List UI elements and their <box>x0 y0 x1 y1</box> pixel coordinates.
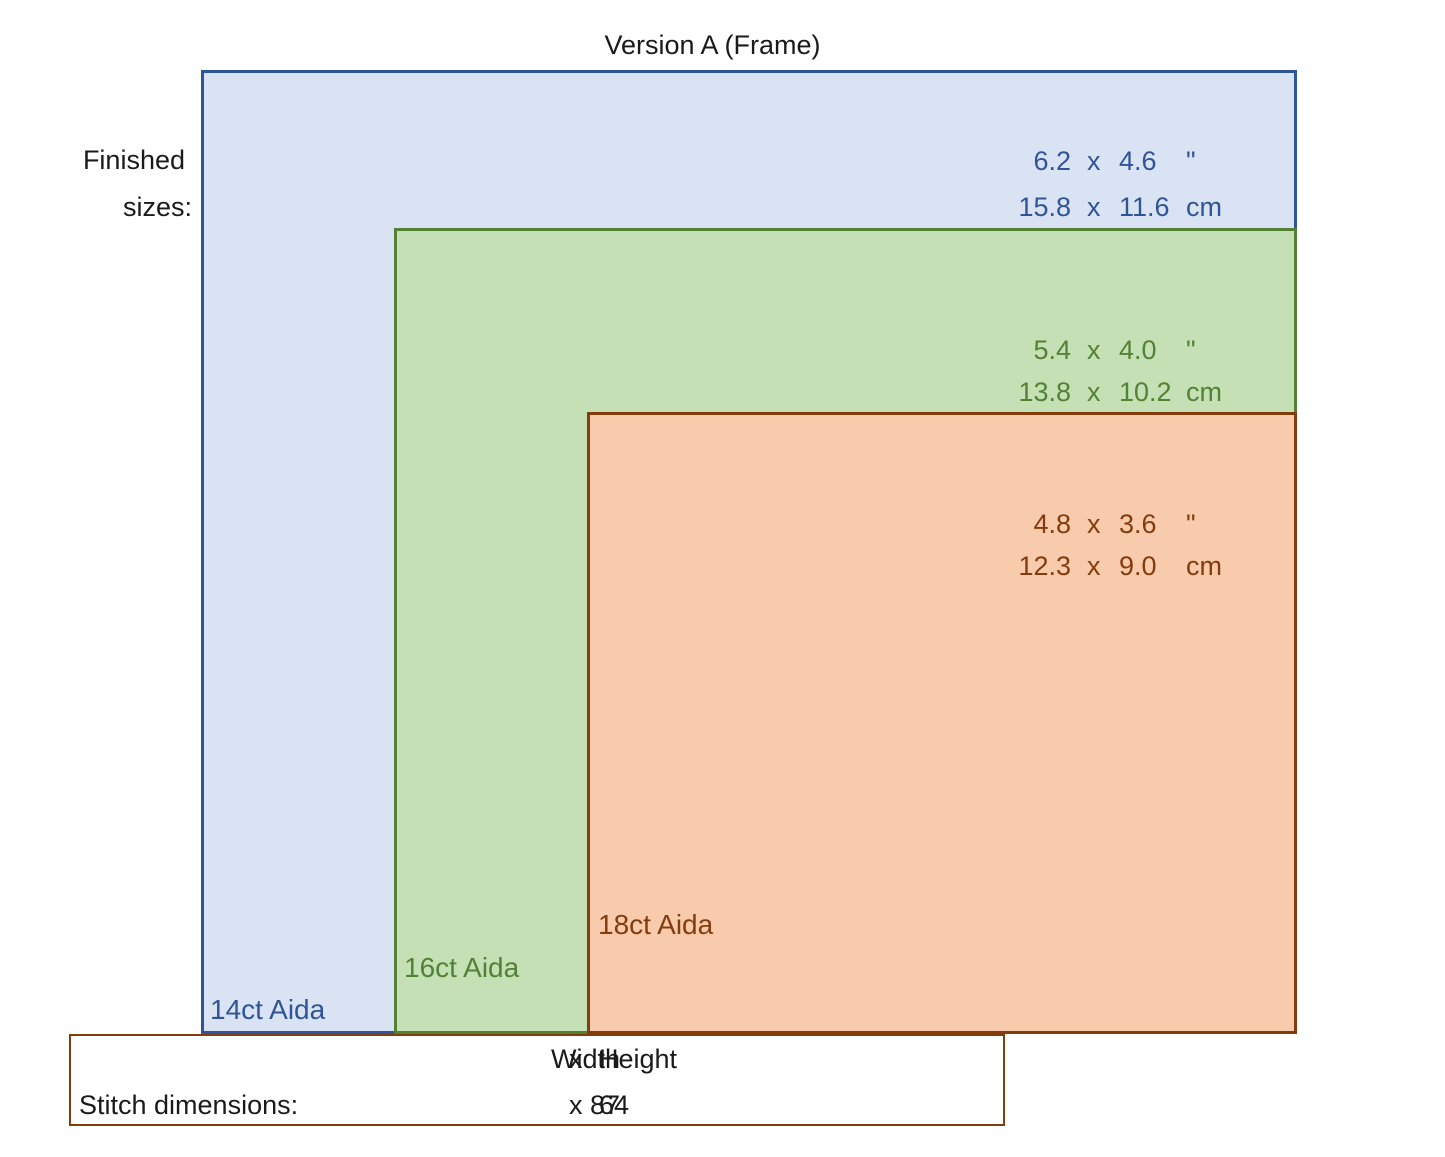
stitch-width-value: 87 <box>589 1090 620 1120</box>
aida-14ct-cm: 15.8 x 11.6 cm <box>0 192 1445 226</box>
aida-18ct-label: 18ct Aida <box>598 909 714 940</box>
aida-16ct-cm-height: 10.2 <box>1119 377 1172 407</box>
aida-18ct-inches-height: 3.6 <box>1119 509 1157 539</box>
stitch-header-x: x <box>569 1044 583 1074</box>
aida-18ct-inches: 4.8 x 3.6 " <box>0 509 1445 543</box>
finished-sizes-label-line1: Finished <box>82 145 185 175</box>
stitch-height-value: 64 <box>599 1090 630 1120</box>
stitch-header-height: Height <box>599 1044 678 1074</box>
aida-16ct-cm-x: x <box>1087 377 1101 407</box>
finished-sizes-label-line2: sizes: <box>122 192 192 222</box>
aida-18ct-rect <box>587 412 1297 1034</box>
aida-18ct-cm-width: 12.3 <box>1018 551 1071 581</box>
aida-18ct-inches-width: 4.8 <box>1033 509 1071 539</box>
aida-18ct-inches-x: x <box>1087 509 1101 539</box>
aida-16ct-inches-x: x <box>1087 335 1101 365</box>
aida-18ct-cm: 12.3 x 9.0 cm <box>0 551 1445 585</box>
aida-14ct-cm-x: x <box>1087 192 1101 222</box>
aida-16ct-inches: 5.4 x 4.0 " <box>0 335 1445 369</box>
aida-14ct-inches-height: 4.6 <box>1119 146 1157 176</box>
aida-16ct-inches-unit: " <box>1186 335 1196 365</box>
aida-16ct-inches-height: 4.0 <box>1119 335 1157 365</box>
aida-16ct-label: 16ct Aida <box>404 952 520 983</box>
aida-18ct-cm-unit: cm <box>1186 551 1222 581</box>
aida-18ct-cm-x: x <box>1087 551 1101 581</box>
stitch-x: x <box>569 1090 583 1120</box>
stitch-dimensions-box: Width x Height Stitch dimensions: 87 x 6… <box>69 1034 1005 1126</box>
aida-14ct-inches: 6.2 x 4.6 " <box>0 146 1445 180</box>
aida-16ct-cm-unit: cm <box>1186 377 1222 407</box>
aida-18ct-cm-height: 9.0 <box>1119 551 1157 581</box>
diagram-title: Version A (Frame) <box>604 30 821 60</box>
aida-16ct-cm: 13.8 x 10.2 cm <box>0 377 1445 411</box>
aida-14ct-cm-height: 11.6 <box>1119 192 1170 222</box>
aida-16ct-cm-width: 13.8 <box>1018 377 1071 407</box>
aida-14ct-cm-width: 15.8 <box>1018 192 1071 222</box>
aida-14ct-label: 14ct Aida <box>210 994 326 1025</box>
aida-14ct-inches-x: x <box>1087 146 1101 176</box>
aida-14ct-inches-unit: " <box>1186 146 1196 176</box>
aida-18ct-inches-unit: " <box>1186 509 1196 539</box>
aida-14ct-cm-unit: cm <box>1186 192 1222 222</box>
aida-16ct-inches-width: 5.4 <box>1033 335 1071 365</box>
stitch-header-width: Width <box>550 1044 620 1074</box>
stitch-dimensions-label: Stitch dimensions: <box>79 1090 299 1120</box>
aida-14ct-inches-width: 6.2 <box>1033 146 1071 176</box>
